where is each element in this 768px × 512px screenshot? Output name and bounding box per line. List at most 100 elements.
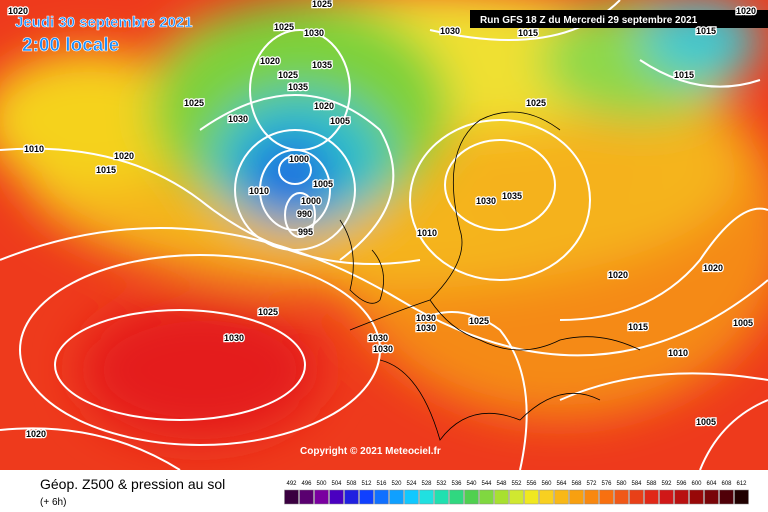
- isobar-label: 1035: [502, 191, 522, 201]
- legend-swatch: [449, 489, 464, 505]
- legend-tick-label: 528: [421, 481, 432, 487]
- isobar-label: 1000: [301, 196, 321, 206]
- isobar-label: 1015: [696, 26, 716, 36]
- isobar-label: 1020: [736, 6, 756, 16]
- legend-swatch: [644, 489, 659, 505]
- legend-swatch: [524, 489, 539, 505]
- legend-tick-label: 612: [736, 481, 747, 487]
- legend-swatch: [539, 489, 554, 505]
- legend-tick-label: 592: [661, 481, 672, 487]
- isobar-label: 990: [297, 209, 312, 219]
- legend-swatch: [359, 489, 374, 505]
- isobar-label: 1020: [703, 263, 723, 273]
- legend-swatch: [599, 489, 614, 505]
- color-legend: 492 496 500 504 508 512 516 520 524 528 532 536 540 5…: [284, 481, 749, 505]
- legend-swatch: [509, 489, 524, 505]
- legend-tick-label: 560: [541, 481, 552, 487]
- legend-tick-label: 496: [301, 481, 312, 487]
- isobar-label: 1025: [258, 307, 278, 317]
- isobar-label: 1025: [278, 70, 298, 80]
- legend-tick-label: 580: [616, 481, 627, 487]
- legend-swatch: [629, 489, 644, 505]
- legend-tick-label: 512: [361, 481, 372, 487]
- legend-swatch: [689, 489, 704, 505]
- legend-tick-label: 504: [331, 481, 342, 487]
- isobar-label: 1020: [314, 101, 334, 111]
- isobar-label: 1005: [330, 116, 350, 126]
- legend-swatch: [314, 489, 329, 505]
- footer-lead: (+ 6h): [40, 497, 66, 508]
- legend-swatch: [344, 489, 359, 505]
- legend-tick-label: 532: [436, 481, 447, 487]
- isobar-label: 1020: [114, 151, 134, 161]
- legend-swatch: [464, 489, 479, 505]
- legend-swatch: [434, 489, 449, 505]
- legend-tick-label: 500: [316, 481, 327, 487]
- legend-swatch: [419, 489, 434, 505]
- forecast-date: Jeudi 30 septembre 2021: [15, 14, 193, 31]
- isobar-label: 1030: [304, 28, 324, 38]
- legend-tick-label: 564: [556, 481, 567, 487]
- isobar-label: 1025: [526, 98, 546, 108]
- isobar-label: 1020: [608, 270, 628, 280]
- legend-tick-label: 544: [481, 481, 492, 487]
- isobar-label: 1020: [260, 56, 280, 66]
- legend-swatch: [614, 489, 629, 505]
- isobar-label: 1000: [289, 154, 309, 164]
- isobar-label: 1030: [416, 323, 436, 333]
- legend-tick-label: 556: [526, 481, 537, 487]
- legend-tick-label: 604: [706, 481, 717, 487]
- legend-tick-label: 552: [511, 481, 522, 487]
- isobar-label: 1010: [249, 186, 269, 196]
- isobar-label: 1010: [668, 348, 688, 358]
- isobar-label: 1035: [288, 82, 308, 92]
- legend-swatch: [299, 489, 314, 505]
- legend-tick-label: 492: [286, 481, 297, 487]
- isobar-label: 1020: [26, 429, 46, 439]
- legend-swatch: [674, 489, 689, 505]
- legend-tick-label: 576: [601, 481, 612, 487]
- isobar-label: 1025: [469, 316, 489, 326]
- coastlines: [339, 111, 641, 441]
- copyright: Copyright © 2021 Meteociel.fr: [300, 446, 441, 457]
- legend-swatch: [704, 489, 719, 505]
- legend-swatch: [389, 489, 404, 505]
- legend-swatch: [659, 489, 674, 505]
- isobar-label: 1010: [417, 228, 437, 238]
- isobar-label: 1035: [312, 60, 332, 70]
- isobar-label: 1015: [674, 70, 694, 80]
- isobar-label: 995: [298, 227, 313, 237]
- run-info: Run GFS 18 Z du Mercredi 29 septembre 20…: [480, 15, 698, 26]
- isobar-label: 1010: [24, 144, 44, 154]
- legend-swatch: [479, 489, 494, 505]
- footer-title: Géop. Z500 & pression au sol: [40, 476, 225, 492]
- isobar-label: 1005: [733, 318, 753, 328]
- legend-swatch: [374, 489, 389, 505]
- legend-tick-label: 596: [676, 481, 687, 487]
- legend-swatch: [554, 489, 569, 505]
- isobar-label: 1015: [96, 165, 116, 175]
- legend-tick-label: 536: [451, 481, 462, 487]
- legend-swatch: [719, 489, 734, 505]
- isobar-label: 1030: [416, 313, 436, 323]
- legend-tick-label: 508: [346, 481, 357, 487]
- isobar-label: 1030: [476, 196, 496, 206]
- isobar-label: 1005: [696, 417, 716, 427]
- isobar-label: 1015: [518, 28, 538, 38]
- local-time: 2:00 locale: [22, 35, 119, 56]
- isobar-label: 1020: [8, 6, 28, 16]
- legend-tick-label: 516: [376, 481, 387, 487]
- legend-tick-label: 600: [691, 481, 702, 487]
- legend-swatch: [494, 489, 509, 505]
- legend-swatch: [734, 489, 749, 505]
- legend-tick-label: 548: [496, 481, 507, 487]
- isobar-labels: 1020 1025 1025 1030 1020 1035 1025 1035 1030 1025…: [7, 0, 758, 440]
- isobar-label: 1025: [312, 0, 332, 9]
- isobar-label: 1030: [224, 333, 244, 343]
- isobar-label: 1030: [228, 114, 248, 124]
- legend-tick-label: 524: [406, 481, 417, 487]
- isobar-label: 1025: [184, 98, 204, 108]
- legend-tick-label: 572: [586, 481, 597, 487]
